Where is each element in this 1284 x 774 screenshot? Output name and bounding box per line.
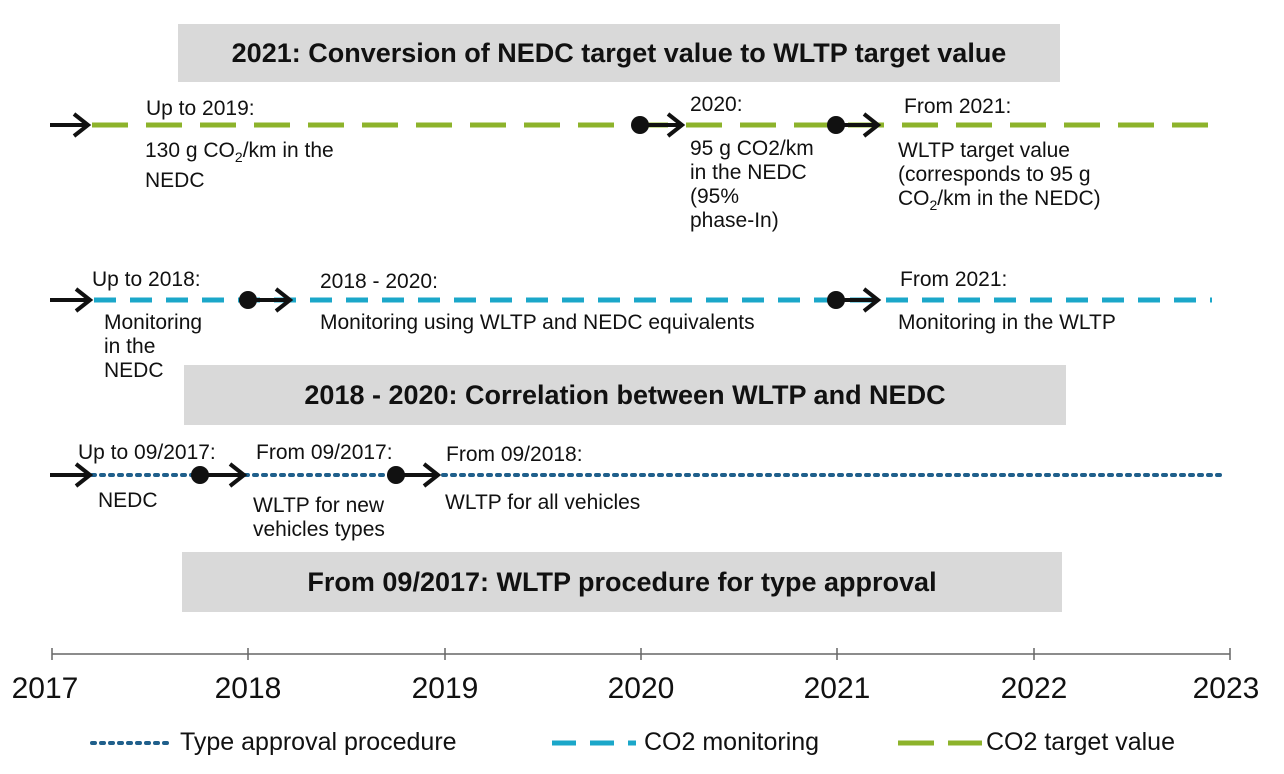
- monitoring-2018-dot-arrow-icon: [239, 287, 292, 313]
- target-2021-dot-arrow-icon: [827, 112, 880, 138]
- target-conversion-box: 2021: Conversion of NEDC target value to…: [178, 24, 1060, 82]
- type-approval-box: From 09/2017: WLTP procedure for type ap…: [182, 552, 1062, 612]
- legend-co2-monitoring: CO2 monitoring: [644, 728, 820, 756]
- monitoring-from-2021-desc: Monitoring in the WLTP: [898, 311, 1116, 334]
- monitoring-2021-dot-arrow-icon: [827, 287, 880, 313]
- time-axis: [51, 648, 1231, 660]
- monitoring-2018-2020-label: 2018 - 2020:: [320, 270, 438, 293]
- target-from-2021-label: From 2021:: [904, 95, 1012, 118]
- axis-year-2023: 2023: [1192, 672, 1260, 705]
- axis-year-2017: 2017: [11, 672, 79, 705]
- axis-year-2018: 2018: [214, 672, 282, 705]
- axis-year-2020: 2020: [607, 672, 675, 705]
- type-092018-dot-arrow-icon: [387, 462, 440, 488]
- type-092017-dot-arrow-icon: [191, 462, 246, 488]
- type-start-arrow-icon: [50, 462, 92, 488]
- axis-year-2022: 2022: [1000, 672, 1068, 705]
- correlation-box: 2018 - 2020: Correlation between WLTP an…: [184, 365, 1066, 425]
- target-2020-desc: 95 g CO2/km in the NEDC (95% phase-In): [690, 137, 814, 232]
- target-up-to-2019-label: Up to 2019:: [146, 97, 255, 120]
- type-from-092017-desc: WLTP for new vehicles types: [253, 494, 385, 541]
- target-2020-label: 2020:: [690, 93, 743, 116]
- type-up-to-092017-desc: NEDC: [98, 489, 158, 512]
- monitoring-from-2021-label: From 2021:: [900, 268, 1008, 291]
- correlation-title: 2018 - 2020: Correlation between WLTP an…: [304, 379, 946, 410]
- target-from-2021-desc: WLTP target value (corresponds to 95 g C…: [898, 139, 1101, 214]
- legend-co2-target: CO2 target value: [986, 728, 1175, 756]
- legend-type-approval: Type approval procedure: [180, 728, 457, 756]
- target-2020-dot-arrow-icon: [631, 112, 684, 138]
- monitoring-up-to-2018-desc: Monitoring in the NEDC: [104, 311, 203, 382]
- type-from-092018-desc: WLTP for all vehicles: [445, 491, 641, 514]
- target-up-to-2019-desc: 130 g CO2/km in the NEDC: [145, 139, 334, 193]
- axis-year-2021: 2021: [803, 672, 871, 705]
- type-from-092017-label: From 09/2017:: [256, 441, 393, 464]
- monitoring-2018-2020-desc: Monitoring using WLTP and NEDC equivalen…: [320, 311, 755, 334]
- type-from-092018-label: From 09/2018:: [446, 443, 583, 466]
- axis-year-2019: 2019: [411, 672, 479, 705]
- monitoring-up-to-2018-label: Up to 2018:: [92, 268, 201, 291]
- type-approval-title: From 09/2017: WLTP procedure for type ap…: [307, 566, 937, 597]
- target-conversion-title: 2021: Conversion of NEDC target value to…: [231, 37, 1007, 68]
- target-start-arrow-icon: [50, 112, 90, 138]
- monitoring-start-arrow-icon: [50, 287, 92, 313]
- type-up-to-092017-label: Up to 09/2017:: [78, 441, 216, 464]
